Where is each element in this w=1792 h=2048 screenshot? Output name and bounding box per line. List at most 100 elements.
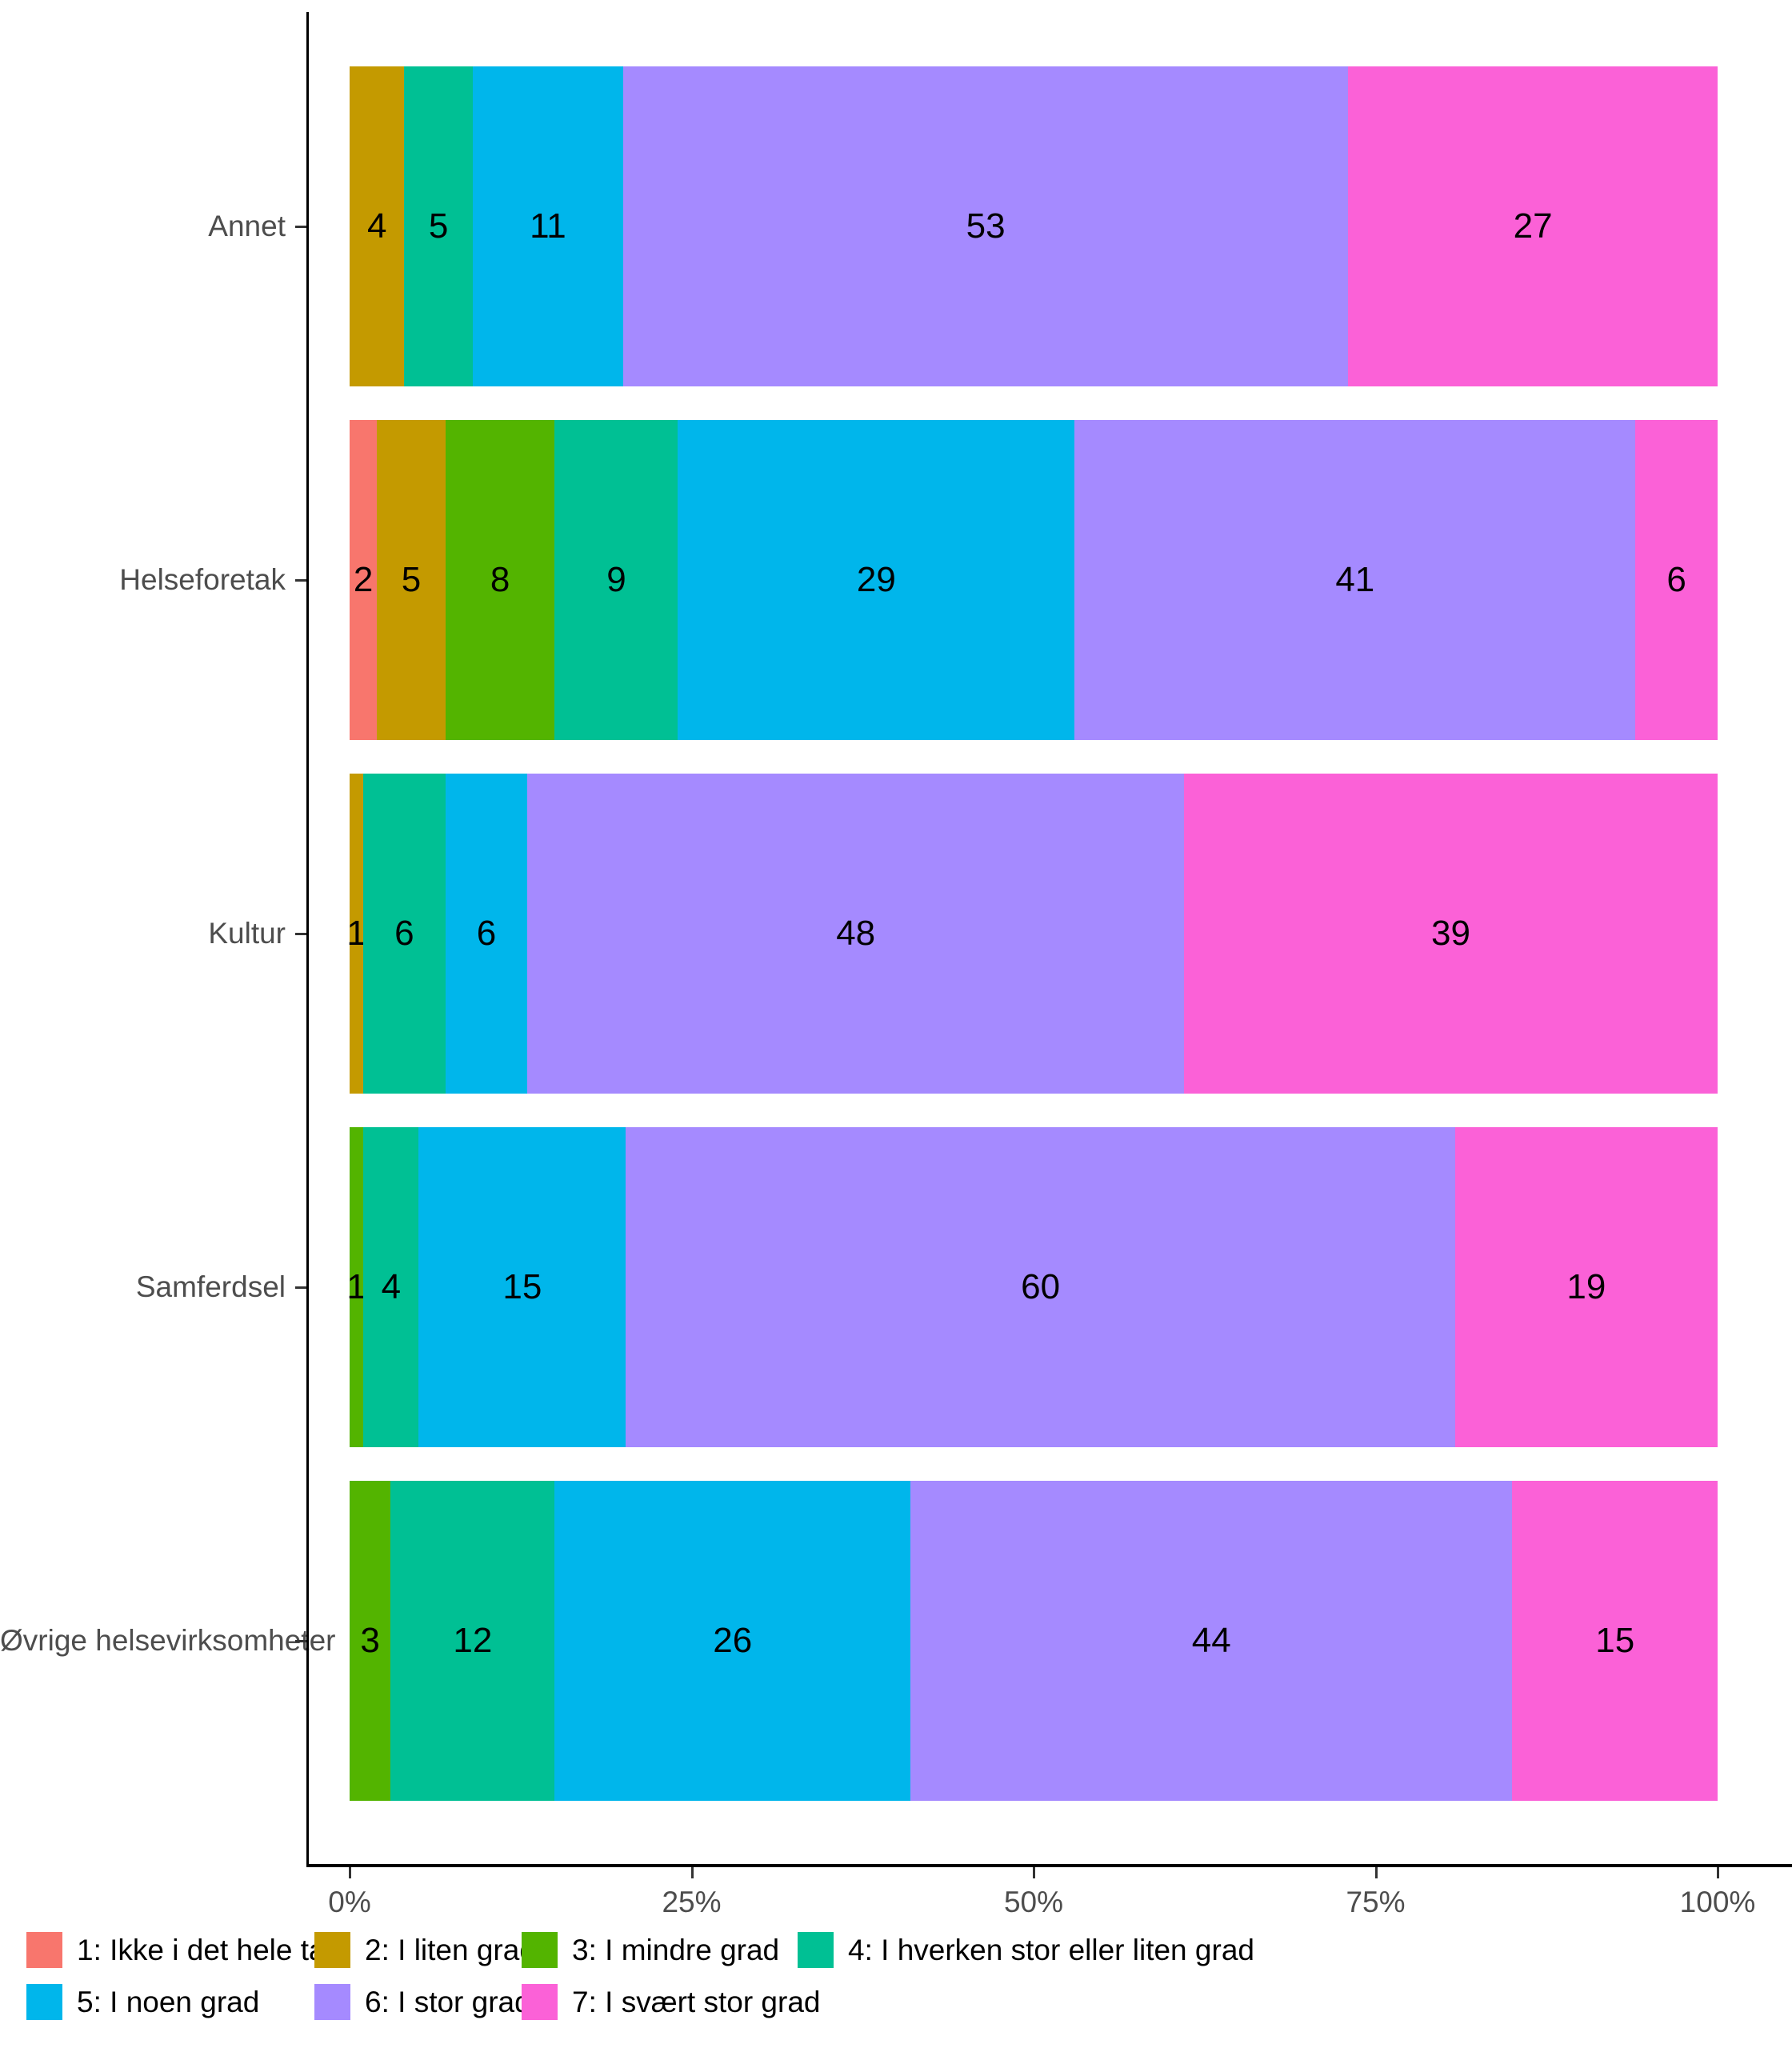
bar-segment: 53 — [622, 66, 1349, 386]
legend-label: 2: I liten grad — [365, 1934, 536, 1966]
bar-value-label: 39 — [1431, 914, 1470, 953]
bar-row: 1 4 15 60 19 — [346, 1127, 1718, 1447]
legend-item: 5: I noen grad — [26, 1984, 259, 2020]
legend-swatch — [314, 1984, 350, 2020]
legend-label: 3: I mindre grad — [572, 1934, 780, 1966]
legend-label: 6: I stor grad — [365, 1986, 531, 2018]
bar-value-label: 11 — [530, 206, 566, 246]
y-axis-tick — [295, 1286, 306, 1289]
x-axis-tick-label: 25% — [662, 1886, 722, 1918]
bar-segment: 1 — [346, 1127, 366, 1447]
bar-value-label: 60 — [1021, 1267, 1061, 1306]
legend-item: 3: I mindre grad — [522, 1932, 779, 1968]
bar-segment: 8 — [445, 420, 555, 740]
bar-value-label: 2 — [353, 560, 374, 599]
bar-value-label: 15 — [502, 1267, 542, 1306]
bar-value-label: 4 — [381, 1267, 402, 1306]
legend-item: 4: I hverken stor eller liten grad — [798, 1932, 1254, 1968]
legend-swatch — [798, 1932, 834, 1968]
bar-segment: 9 — [554, 420, 678, 740]
y-axis-label: Kultur — [208, 917, 286, 950]
bar-value-label: 44 — [1191, 1621, 1231, 1660]
x-axis-tick-label: 100% — [1679, 1886, 1756, 1918]
bar-value-label: 3 — [360, 1621, 380, 1660]
bar-segment: 29 — [678, 420, 1075, 740]
y-axis-label: Helseforetak — [119, 563, 286, 596]
legend-item: 2: I liten grad — [314, 1932, 536, 1968]
bar-segment: 2 — [350, 420, 378, 740]
y-axis-label: Øvrige helsevirksomheter — [0, 1624, 336, 1657]
bar-value-label: 26 — [713, 1621, 753, 1660]
bar-value-label: 6 — [394, 914, 414, 953]
bar-value-label: 1 — [346, 1267, 366, 1306]
bar-value-label: 19 — [1566, 1267, 1606, 1306]
bar-value-label: 12 — [453, 1621, 493, 1660]
bar-segment: 44 — [910, 1481, 1513, 1801]
bar-value-label: 5 — [401, 560, 422, 599]
bar-row: 2 5 8 9 29 41 6 — [350, 420, 1718, 740]
bar-row: 1 6 6 48 39 — [346, 774, 1718, 1094]
x-axis-tick — [349, 1867, 351, 1878]
legend-swatch — [26, 1932, 62, 1968]
bar-value-label: 53 — [966, 206, 1006, 246]
legend-swatch — [314, 1932, 350, 1968]
bar-segment: 27 — [1348, 66, 1718, 386]
y-axis-tick — [295, 226, 306, 228]
bar-value-label: 48 — [836, 914, 876, 953]
bar-segment: 4 — [350, 66, 405, 386]
bar-segment: 19 — [1454, 1127, 1718, 1447]
bar-segment: 15 — [418, 1127, 626, 1447]
bar-segment: 15 — [1512, 1481, 1718, 1801]
legend-swatch — [522, 1932, 558, 1968]
legend-label: 7: I svært stor grad — [572, 1986, 821, 2018]
x-axis-tick — [1717, 1867, 1719, 1878]
x-axis-tick-label: 75% — [1346, 1886, 1406, 1918]
bar-segment: 3 — [350, 1481, 391, 1801]
bar-value-label: 1 — [346, 914, 366, 953]
legend-item: 1: Ikke i det hele tatt — [26, 1932, 342, 1968]
bar-segment: 60 — [626, 1127, 1455, 1447]
bar-segment: 48 — [527, 774, 1185, 1094]
bar-segment: 6 — [363, 774, 446, 1094]
bar-segment: 11 — [472, 66, 623, 386]
x-axis-line — [306, 1864, 1792, 1867]
bar-value-label: 8 — [490, 560, 510, 599]
bar-segment: 6 — [1635, 420, 1718, 740]
y-axis-label: Samferdsel — [135, 1270, 286, 1303]
legend-label: 4: I hverken stor eller liten grad — [848, 1934, 1254, 1966]
bar-value-label: 9 — [606, 560, 626, 599]
bar-value-label: 41 — [1335, 560, 1375, 599]
y-axis-line — [306, 12, 309, 1866]
x-axis-tick-label: 0% — [328, 1886, 371, 1918]
x-axis-tick-label: 50% — [1003, 1886, 1064, 1918]
bar-segment: 4 — [363, 1127, 419, 1447]
bar-segment: 6 — [445, 774, 528, 1094]
legend-swatch — [522, 1984, 558, 2020]
bar-segment: 5 — [377, 420, 446, 740]
bar-row: 3 12 26 44 15 — [350, 1481, 1718, 1801]
bar-row: 4 5 11 53 27 — [350, 66, 1718, 386]
bar-segment: 5 — [404, 66, 473, 386]
bar-value-label: 27 — [1513, 206, 1553, 246]
bar-segment: 41 — [1074, 420, 1636, 740]
bar-value-label: 29 — [856, 560, 896, 599]
x-axis-tick — [690, 1867, 694, 1878]
y-axis-tick — [295, 1640, 306, 1642]
x-axis-tick — [1374, 1867, 1378, 1878]
legend-label: 1: Ikke i det hele tatt — [77, 1934, 342, 1966]
bar-value-label: 15 — [1595, 1621, 1635, 1660]
bar-segment: 12 — [390, 1481, 555, 1801]
legend-item: 7: I svært stor grad — [522, 1984, 821, 2020]
bar-value-label: 5 — [428, 206, 449, 246]
y-axis-label: Annet — [208, 210, 286, 242]
y-axis-tick — [295, 933, 306, 935]
bar-value-label: 6 — [476, 914, 497, 953]
y-axis-tick — [295, 579, 306, 582]
bar-value-label: 4 — [366, 206, 387, 246]
bar-segment: 39 — [1184, 774, 1718, 1094]
bar-segment: 26 — [554, 1481, 911, 1801]
bar-value-label: 6 — [1666, 560, 1686, 599]
legend-item: 6: I stor grad — [314, 1984, 531, 2020]
legend-swatch — [26, 1984, 62, 2020]
